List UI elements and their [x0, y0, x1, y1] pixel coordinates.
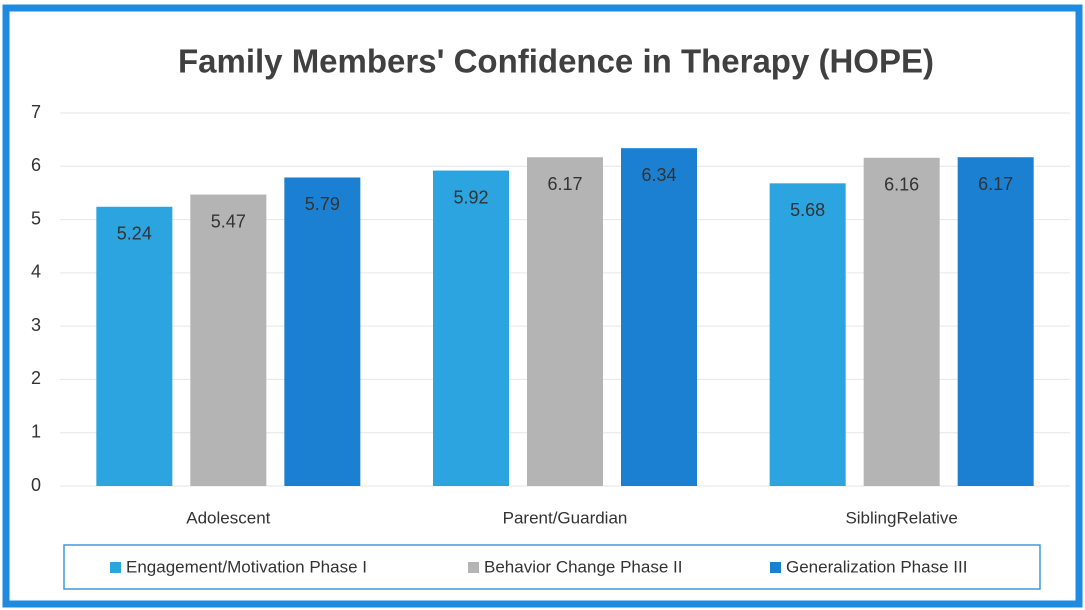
y-tick-label: 3: [31, 315, 41, 335]
data-label: 5.68: [790, 200, 825, 220]
legend-label: Engagement/Motivation Phase I: [126, 557, 367, 576]
data-label: 6.17: [547, 174, 582, 194]
bar: [957, 157, 1034, 486]
data-label: 6.16: [884, 175, 919, 195]
chart-title: Family Members' Confidence in Therapy (H…: [178, 43, 934, 80]
legend-label: Behavior Change Phase II: [484, 557, 682, 576]
x-tick-label: Adolescent: [186, 508, 270, 527]
bar: [621, 148, 697, 486]
y-tick-label: 7: [31, 102, 41, 122]
data-label: 6.34: [641, 165, 676, 185]
y-tick-label: 4: [31, 262, 41, 282]
legend-swatch: [468, 562, 479, 573]
y-tick-label: 2: [31, 368, 41, 388]
legend-box: [63, 544, 1041, 590]
data-label: 5.92: [453, 187, 488, 207]
data-label: 5.79: [305, 194, 340, 214]
y-tick-label: 5: [31, 208, 41, 228]
legend-swatch: [770, 562, 781, 573]
data-label: 6.17: [978, 174, 1013, 194]
bar: [96, 206, 173, 487]
bar: [190, 194, 267, 486]
y-tick-label: 6: [31, 155, 41, 175]
legend-swatch: [110, 562, 121, 573]
x-tick-label: SiblingRelative: [845, 508, 957, 527]
y-tick-label: 0: [31, 475, 41, 495]
data-label: 5.47: [211, 211, 246, 231]
bar: [433, 170, 509, 486]
data-label: 5.24: [117, 224, 152, 244]
bar: [284, 177, 361, 486]
y-tick-label: 1: [31, 421, 41, 441]
x-tick-label: Parent/Guardian: [503, 508, 628, 527]
bar: [769, 183, 846, 486]
bar: [863, 157, 940, 486]
bar: [527, 157, 603, 486]
legend-label: Generalization Phase III: [786, 557, 967, 576]
